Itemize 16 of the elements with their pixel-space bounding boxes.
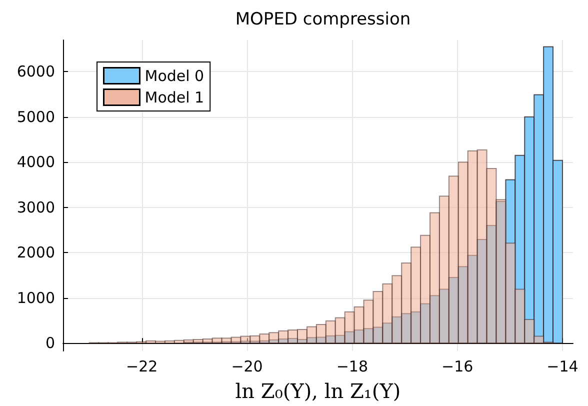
x-tick-label: −14	[546, 358, 578, 376]
x-tick-label: −18	[336, 358, 368, 376]
x-tick-label: −22	[126, 358, 158, 376]
x-tick-label: −20	[231, 358, 263, 376]
legend-label: Model 0	[144, 66, 204, 85]
y-tick-label: 0	[45, 334, 55, 352]
x-tick-label: −16	[442, 358, 474, 376]
y-tick-label: 1000	[16, 288, 55, 307]
chart-title: MOPED compression	[235, 10, 411, 30]
y-tick-label: 3000	[16, 198, 55, 216]
x-axis-title: ln Z₀(Y), ln Z₁(Y)	[235, 379, 401, 403]
y-tick-label: 2000	[16, 244, 55, 262]
y-tick-label: 4000	[16, 153, 55, 172]
y-tick-label: 6000	[16, 62, 55, 81]
y-tick-label: 5000	[16, 108, 55, 126]
legend-label: Model 1	[144, 88, 204, 106]
